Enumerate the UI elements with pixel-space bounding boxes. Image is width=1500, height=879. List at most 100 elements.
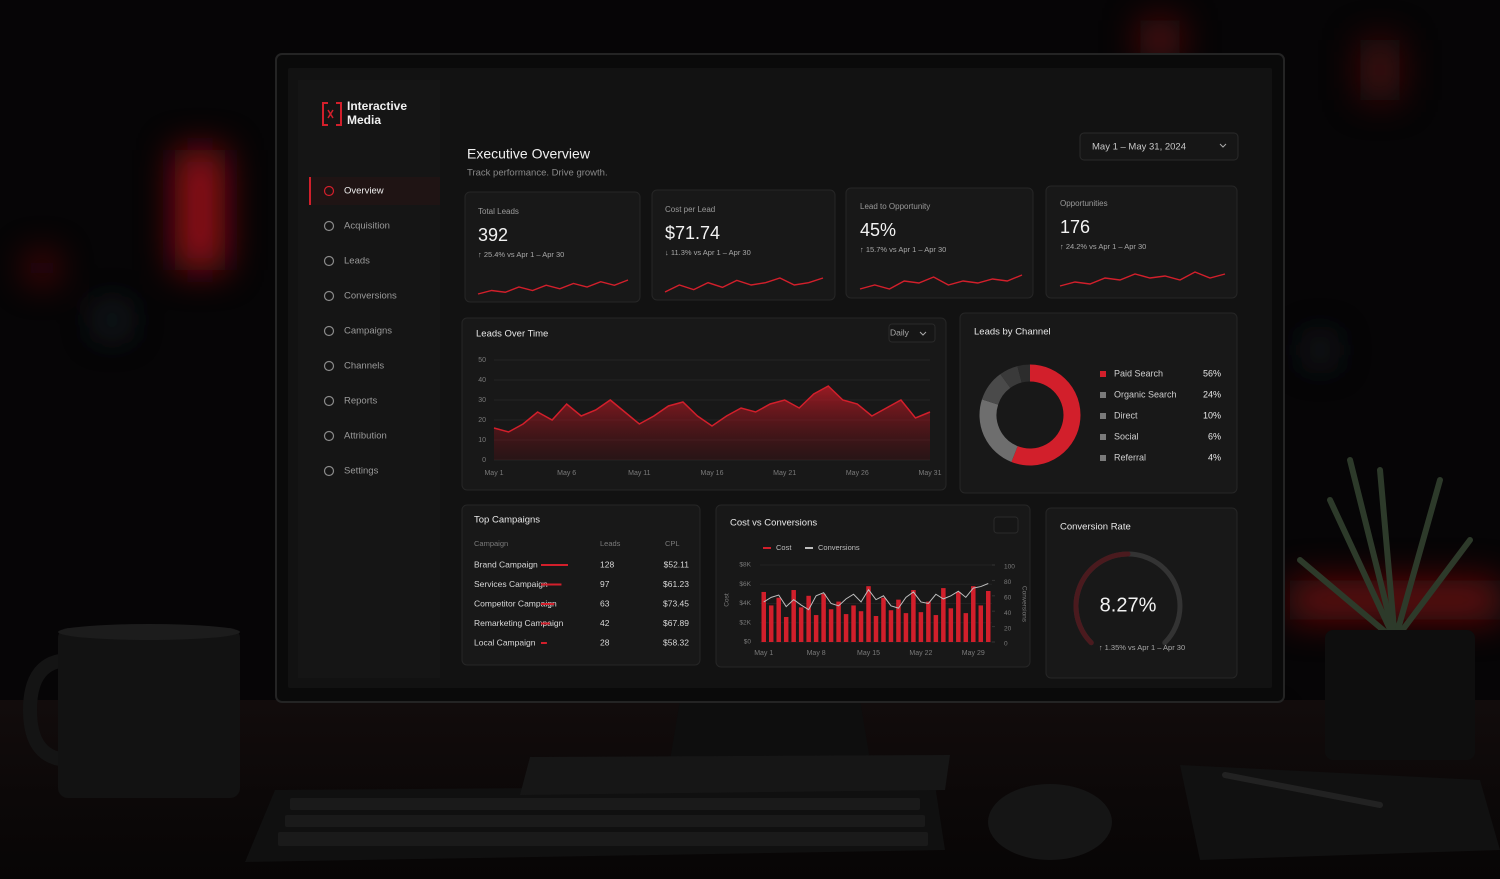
bar	[896, 599, 901, 642]
kpi-label: Lead to Opportunity	[860, 202, 930, 211]
legend-swatch	[1100, 455, 1106, 461]
nav-item[interactable]: Overview	[344, 186, 384, 197]
y2-tick-label: 0	[1004, 641, 1008, 648]
brand-name: Media	[347, 113, 381, 127]
bar	[783, 616, 789, 642]
bar	[761, 591, 766, 642]
nav-item[interactable]: Leads	[344, 256, 370, 267]
nav-item[interactable]: Campaigns	[344, 326, 392, 337]
legend-value: 24%	[1203, 389, 1221, 399]
table-title: Top Campaigns	[474, 515, 540, 526]
legend-label: Cost	[776, 543, 792, 552]
chart-menu[interactable]	[993, 516, 1019, 534]
bar	[873, 616, 879, 642]
gauge-glow	[1073, 551, 1131, 646]
area	[494, 386, 930, 460]
campaign-name: Competitor Campaign	[474, 598, 557, 608]
nav-indicator	[309, 177, 311, 205]
nav-item[interactable]: Conversions	[344, 291, 397, 302]
bar	[806, 595, 811, 642]
sidebar	[298, 80, 440, 678]
chart-title: Leads Over Time	[476, 329, 548, 340]
bar	[881, 597, 886, 642]
sparkline	[477, 279, 629, 295]
legend-label: Conversions	[818, 543, 860, 552]
legend-swatch	[1100, 413, 1106, 419]
y-tick-label: 50	[478, 357, 486, 364]
x-tick-label: May 16	[701, 470, 724, 477]
bar	[926, 601, 931, 642]
kpi-value: 392	[478, 225, 508, 245]
leads-bar	[541, 583, 562, 586]
kpi-value: 176	[1060, 217, 1090, 237]
nav-item[interactable]: Reports	[344, 396, 378, 407]
y-tick-label: $2K	[739, 619, 751, 626]
x-tick-label: May 11	[628, 470, 651, 477]
leads-bar	[541, 603, 555, 605]
granularity: Daily	[890, 327, 910, 337]
nav-item[interactable]: Acquisition	[344, 221, 390, 232]
campaign-cpl: $52.11	[664, 559, 690, 569]
nav-icon	[323, 325, 335, 337]
y-tick-label: 40	[478, 377, 486, 384]
nav-icon	[323, 185, 335, 197]
campaign-leads: 97	[600, 579, 610, 589]
legend-label: Paid Search	[1114, 368, 1163, 378]
nav-active	[309, 177, 440, 205]
kpi-label: Total Leads	[478, 207, 519, 216]
x-tick-label: May 21	[773, 470, 796, 477]
leads-bar	[541, 564, 568, 566]
bar	[948, 608, 954, 642]
bar	[911, 590, 916, 642]
kpi-value: $71.74	[665, 223, 720, 243]
nav-item[interactable]: Attribution	[344, 431, 387, 442]
nav-item[interactable]: Settings	[344, 466, 379, 477]
nav-item[interactable]: Channels	[344, 361, 384, 372]
legend-swatch	[1100, 392, 1106, 398]
notebook	[1180, 765, 1500, 860]
date-range: May 1 – May 31, 2024	[1092, 142, 1186, 153]
date-picker[interactable]	[1079, 132, 1239, 161]
x-tick-label: May 1	[484, 470, 503, 477]
bar	[768, 605, 774, 642]
nav-icon	[323, 255, 335, 267]
page-title: Executive Overview	[467, 146, 591, 162]
campaign-leads: 63	[600, 598, 610, 608]
table-header: Campaign	[474, 539, 508, 548]
plant	[1297, 457, 1475, 760]
table-header: Leads	[600, 539, 621, 548]
table-header: CPL	[665, 539, 680, 548]
campaign-cpl: $61.23	[663, 579, 689, 589]
donut-segment	[1000, 366, 1023, 389]
donut-segment	[979, 399, 1019, 462]
brand-name: Interactive	[347, 99, 407, 113]
y2-tick-label: 40	[1004, 610, 1012, 617]
sparkline	[1059, 271, 1226, 287]
bar	[828, 609, 834, 642]
campaign-name: Brand Campaign	[474, 559, 538, 569]
rate-value: 8.27%	[1100, 594, 1157, 616]
card-title: Conversion Rate	[1060, 522, 1131, 533]
legend-label: Direct	[1114, 410, 1138, 420]
bar	[963, 613, 969, 642]
legend-value: 56%	[1203, 368, 1221, 378]
legend-value: 10%	[1203, 410, 1221, 420]
y2-tick-label: 20	[1004, 625, 1012, 632]
campaign-name: Services Campaign	[474, 579, 548, 589]
bar	[933, 615, 939, 642]
granularity-select[interactable]	[888, 323, 936, 343]
campaign-leads: 42	[600, 618, 610, 628]
bar	[843, 614, 849, 642]
donut-segment	[1011, 364, 1081, 466]
campaign-name: Local Campaign	[474, 637, 536, 647]
bar	[956, 591, 961, 642]
bar	[941, 588, 946, 642]
y-tick-label: 30	[478, 397, 486, 404]
legend-label: Organic Search	[1114, 389, 1177, 399]
campaign-leads: 28	[600, 637, 610, 647]
bar	[918, 612, 924, 642]
logo	[322, 102, 342, 126]
y-tick-label: $0	[744, 639, 752, 646]
